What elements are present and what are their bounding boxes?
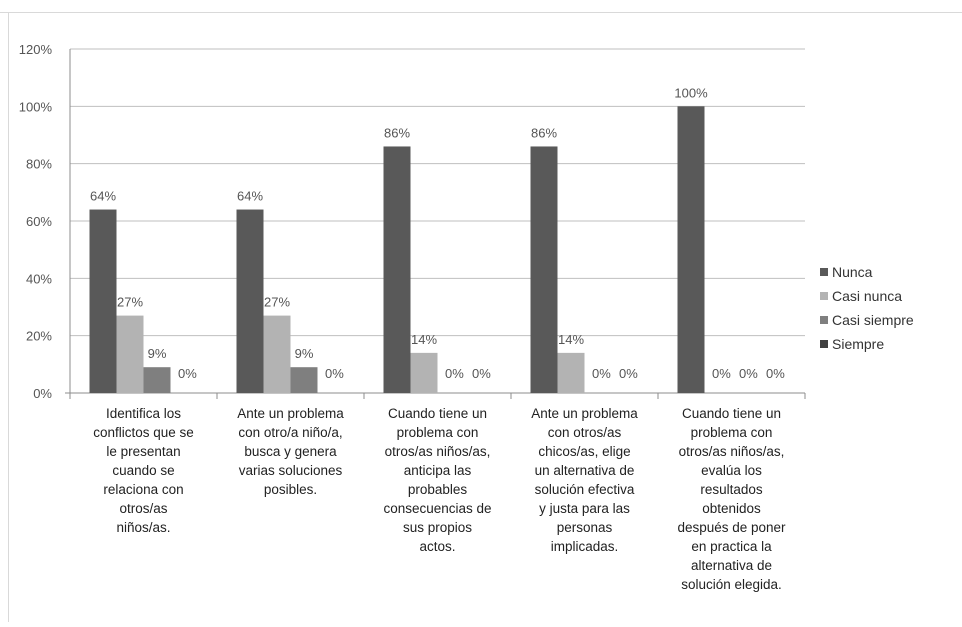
category-label: con otros/as <box>548 425 622 440</box>
bar <box>290 367 318 393</box>
category-label: alternativa de <box>691 558 772 573</box>
data-label: 0% <box>472 366 491 381</box>
category-label: actos. <box>419 539 455 554</box>
bar <box>236 209 264 393</box>
y-tick-label: 20% <box>26 329 52 344</box>
category-label: conflictos que se <box>93 425 194 440</box>
legend-swatch <box>820 268 828 276</box>
data-label: 0% <box>766 366 785 381</box>
chart-frame-left-border <box>8 12 9 622</box>
category-label: otros/as <box>119 501 167 516</box>
legend-swatch <box>820 340 828 348</box>
bar <box>116 315 144 393</box>
legend-label: Casi siempre <box>832 312 914 328</box>
category-label: sus propios <box>403 520 472 535</box>
legend-label: Nunca <box>832 264 873 280</box>
data-label: 0% <box>712 366 731 381</box>
y-tick-label: 100% <box>19 99 53 114</box>
category-label: problema con <box>397 425 479 440</box>
category-label: Ante un problema <box>531 406 638 421</box>
data-label: 64% <box>90 189 116 204</box>
category-label: otros/as niños/as, <box>385 444 491 459</box>
y-tick-label: 120% <box>19 42 53 57</box>
data-label: 100% <box>674 85 708 100</box>
category-label: implicadas. <box>551 539 619 554</box>
category-label: en practica la <box>691 539 772 554</box>
data-label: 14% <box>558 332 584 347</box>
data-label: 0% <box>739 366 758 381</box>
category-label: anticipa las <box>404 463 472 478</box>
y-tick-label: 80% <box>26 157 52 172</box>
data-label: 9% <box>148 346 167 361</box>
data-label: 27% <box>117 295 143 310</box>
data-label: 0% <box>178 366 197 381</box>
bar <box>89 209 117 393</box>
category-label: varias soluciones <box>239 463 343 478</box>
category-label: un alternativa de <box>535 463 635 478</box>
category-label: probables <box>408 482 468 497</box>
category-label: chicos/as, elige <box>538 444 630 459</box>
data-label: 27% <box>264 295 290 310</box>
category-label: evalúa los <box>701 463 762 478</box>
category-label: consecuencias de <box>383 501 491 516</box>
category-label: posibles. <box>264 482 317 497</box>
bar <box>530 146 558 393</box>
category-label: obtenidos <box>702 501 761 516</box>
category-label: otros/as niños/as, <box>679 444 785 459</box>
legend-label: Siempre <box>832 336 884 352</box>
legend-swatch <box>820 316 828 324</box>
category-label: relaciona con <box>103 482 183 497</box>
data-label: 14% <box>411 332 437 347</box>
category-label: cuando se <box>112 463 174 478</box>
y-tick-label: 60% <box>26 214 52 229</box>
category-label: Cuando tiene un <box>388 406 487 421</box>
data-label: 86% <box>384 125 410 140</box>
y-tick-label: 40% <box>26 271 52 286</box>
chart-frame-top-border <box>0 12 962 13</box>
category-label: Ante un problema <box>237 406 344 421</box>
bar <box>383 146 411 393</box>
category-label: Identifica los <box>106 406 181 421</box>
bar <box>143 367 171 393</box>
category-label: solución elegida. <box>681 577 782 592</box>
category-label: le presentan <box>106 444 180 459</box>
data-label: 0% <box>325 366 344 381</box>
data-label: 0% <box>445 366 464 381</box>
category-label: problema con <box>691 425 773 440</box>
legend-swatch <box>820 292 828 300</box>
category-label: con otro/a niño/a, <box>238 425 342 440</box>
bar <box>557 352 585 393</box>
category-label: solución efectiva <box>535 482 635 497</box>
data-label: 0% <box>619 366 638 381</box>
category-label: personas <box>557 520 613 535</box>
legend-label: Casi nunca <box>832 288 902 304</box>
category-label: resultados <box>700 482 763 497</box>
category-label: niños/as. <box>116 520 170 535</box>
data-label: 0% <box>592 366 611 381</box>
category-label: después de poner <box>677 520 786 535</box>
bar <box>677 106 705 393</box>
category-label: busca y genera <box>244 444 337 459</box>
category-label: Cuando tiene un <box>682 406 781 421</box>
y-tick-label: 0% <box>33 386 52 401</box>
bar <box>410 352 438 393</box>
category-label: y justa para las <box>539 501 630 516</box>
data-label: 9% <box>295 346 314 361</box>
bar <box>263 315 291 393</box>
data-label: 86% <box>531 125 557 140</box>
data-label: 64% <box>237 189 263 204</box>
